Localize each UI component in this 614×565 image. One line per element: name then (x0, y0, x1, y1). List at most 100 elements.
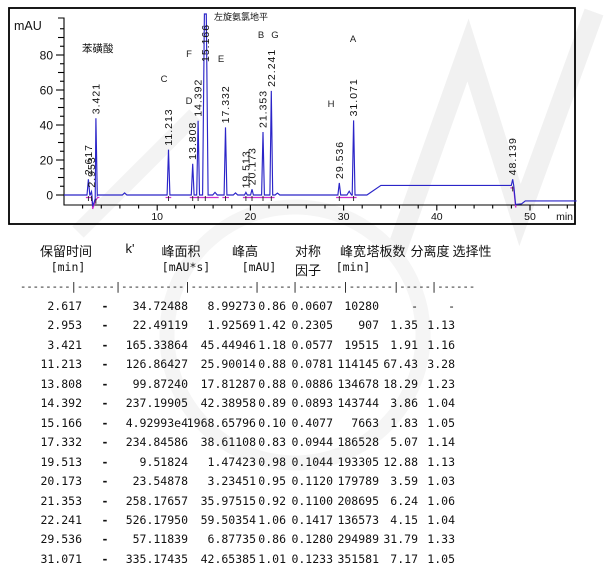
cell-resolution: 1.35 (390, 318, 418, 333)
svg-text:80: 80 (40, 49, 54, 63)
svg-text:48.139: 48.139 (507, 137, 519, 175)
cell-symmetry-factor: 1.18 (258, 337, 286, 352)
table-row: 2.617 - 34.72488 8.99273 0.86 0.0607 102… (0, 299, 614, 316)
cell-plate-count: 134678 (337, 376, 379, 391)
cell-peak-height: 3.23451 (207, 474, 256, 489)
cell-plate-count: 294989 (337, 532, 379, 547)
cell-selectivity: 1.06 (427, 493, 455, 508)
cell-selectivity: 1.04 (427, 512, 455, 527)
chromatogram-trace (64, 13, 577, 207)
cell-k-prime: - (101, 454, 109, 469)
cell-k-prime: - (101, 318, 109, 333)
svg-text:30: 30 (338, 211, 350, 223)
cell-peak-height: 1968.65796 (186, 415, 256, 430)
table-row: 17.332 - 234.84586 38.61108 0.83 0.0944 … (0, 435, 614, 452)
cell-plate-count: 114145 (337, 357, 379, 372)
cell-resolution: 7.17 (390, 551, 418, 565)
axis-labels: mAU 0 20 40 60 80 10 20 30 40 50 min (14, 19, 573, 223)
cell-selectivity: 1.03 (427, 474, 455, 489)
svg-text:22.241: 22.241 (266, 49, 278, 87)
cell-peak-width: 0.0893 (291, 396, 333, 411)
column-header: 选择性 (452, 244, 492, 259)
cell-selectivity: 1.05 (427, 415, 455, 430)
cell-peak-width: 0.0944 (291, 435, 333, 450)
table-row: 19.513 - 9.51824 1.47423 0.98 0.1044 193… (0, 455, 614, 472)
table-row: 20.173 - 23.54878 3.23451 0.95 0.1120 17… (0, 474, 614, 491)
cell-peak-width: 0.0886 (291, 376, 333, 391)
svg-text:29.536: 29.536 (334, 141, 346, 179)
cell-resolution: 67.43 (383, 357, 418, 372)
cell-symmetry-factor: 0.92 (258, 493, 286, 508)
svg-text:40: 40 (40, 119, 54, 133)
cell-symmetry-factor: 0.89 (258, 396, 286, 411)
cell-resolution: 1.83 (390, 415, 418, 430)
cell-symmetry-factor: 1.06 (258, 512, 286, 527)
column-header: 因子 (294, 263, 322, 278)
cell-peak-area: 23.54878 (132, 474, 188, 489)
svg-text:3.421: 3.421 (90, 83, 102, 114)
table-row: 15.166 - 4.92993e4 1968.65796 0.10 0.407… (0, 416, 614, 433)
cell-peak-height: 25.90014 (200, 357, 256, 372)
table-header-row-1: 保留时间 k' 峰面积 峰高 对称 峰宽 塔板数 分离度 选择性 (0, 241, 614, 259)
table-row: 22.241 - 526.17950 59.50354 1.06 0.1417 … (0, 513, 614, 530)
cell-selectivity: 1.04 (427, 396, 455, 411)
column-header: k' (125, 241, 135, 256)
cell-resolution: 4.15 (390, 512, 418, 527)
cell-peak-width: 0.0781 (291, 357, 333, 372)
cell-peak-area: 99.87240 (132, 376, 188, 391)
cell-retention-time: 29.536 (40, 532, 82, 547)
cell-selectivity: - (448, 299, 455, 313)
cell-selectivity: 1.13 (427, 318, 455, 333)
table-row: 14.392 - 237.19905 42.38958 0.89 0.0893 … (0, 396, 614, 413)
cell-plate-count: 193305 (337, 454, 379, 469)
cell-plate-count: 907 (358, 318, 379, 333)
cell-k-prime: - (101, 512, 109, 527)
table-row: 2.953 - 22.49119 1.92569 1.42 0.2305 907… (0, 318, 614, 335)
cell-symmetry-factor: 0.98 (258, 454, 286, 469)
svg-text:0: 0 (46, 189, 53, 203)
cell-selectivity: 1.16 (427, 337, 455, 352)
cell-peak-area: 22.49119 (132, 318, 188, 333)
peak-base-ticks (87, 186, 514, 204)
table-row: 29.536 - 57.11839 6.87735 0.86 0.1280 29… (0, 532, 614, 549)
watermark-stroke (385, 8, 604, 259)
cell-plate-count: 179789 (337, 474, 379, 489)
cell-resolution: 1.91 (390, 337, 418, 352)
cell-peak-area: 258.17657 (125, 493, 188, 508)
cell-retention-time: 31.071 (40, 551, 82, 565)
cell-plate-count: 351581 (337, 551, 379, 565)
column-header: [mAU] (241, 260, 277, 274)
cell-peak-height: 8.99273 (207, 299, 256, 313)
cell-peak-area: 4.92993e4 (125, 415, 188, 430)
cell-peak-height: 42.65385 (200, 551, 256, 565)
svg-text:B: B (258, 30, 264, 41)
cell-k-prime: - (101, 415, 109, 430)
cell-retention-time: 17.332 (40, 435, 82, 450)
cell-k-prime: - (101, 337, 109, 352)
svg-text:F: F (186, 49, 192, 60)
cell-symmetry-factor: 0.86 (258, 299, 286, 313)
cell-peak-area: 335.17435 (125, 551, 188, 565)
svg-text:2.617: 2.617 (83, 144, 95, 175)
svg-text:40: 40 (431, 211, 443, 223)
cell-resolution: 5.07 (390, 435, 418, 450)
cell-selectivity: 1.14 (427, 435, 455, 450)
cell-peak-width: 0.1280 (291, 532, 333, 547)
table-separator: --------|------|----------|----------|--… (20, 281, 476, 293)
cell-peak-area: 57.11839 (132, 532, 188, 547)
cell-peak-height: 42.38958 (200, 396, 256, 411)
svg-text:50: 50 (524, 211, 536, 223)
cell-symmetry-factor: 1.42 (258, 318, 286, 333)
cell-peak-height: 45.44946 (200, 337, 256, 352)
watermark-stroke (72, 109, 201, 238)
plot-frame (8, 7, 576, 225)
cell-k-prime: - (101, 493, 109, 508)
cell-selectivity: 1.13 (427, 454, 455, 469)
cell-symmetry-factor: 0.83 (258, 435, 286, 450)
cell-peak-width: 0.2305 (291, 318, 333, 333)
table-row: 31.071 - 335.17435 42.65385 1.01 0.1233 … (0, 552, 614, 565)
cell-selectivity: 1.05 (427, 551, 455, 565)
svg-text:D: D (186, 96, 193, 107)
peak-letter-labels: C D F E B G H A (161, 30, 357, 110)
